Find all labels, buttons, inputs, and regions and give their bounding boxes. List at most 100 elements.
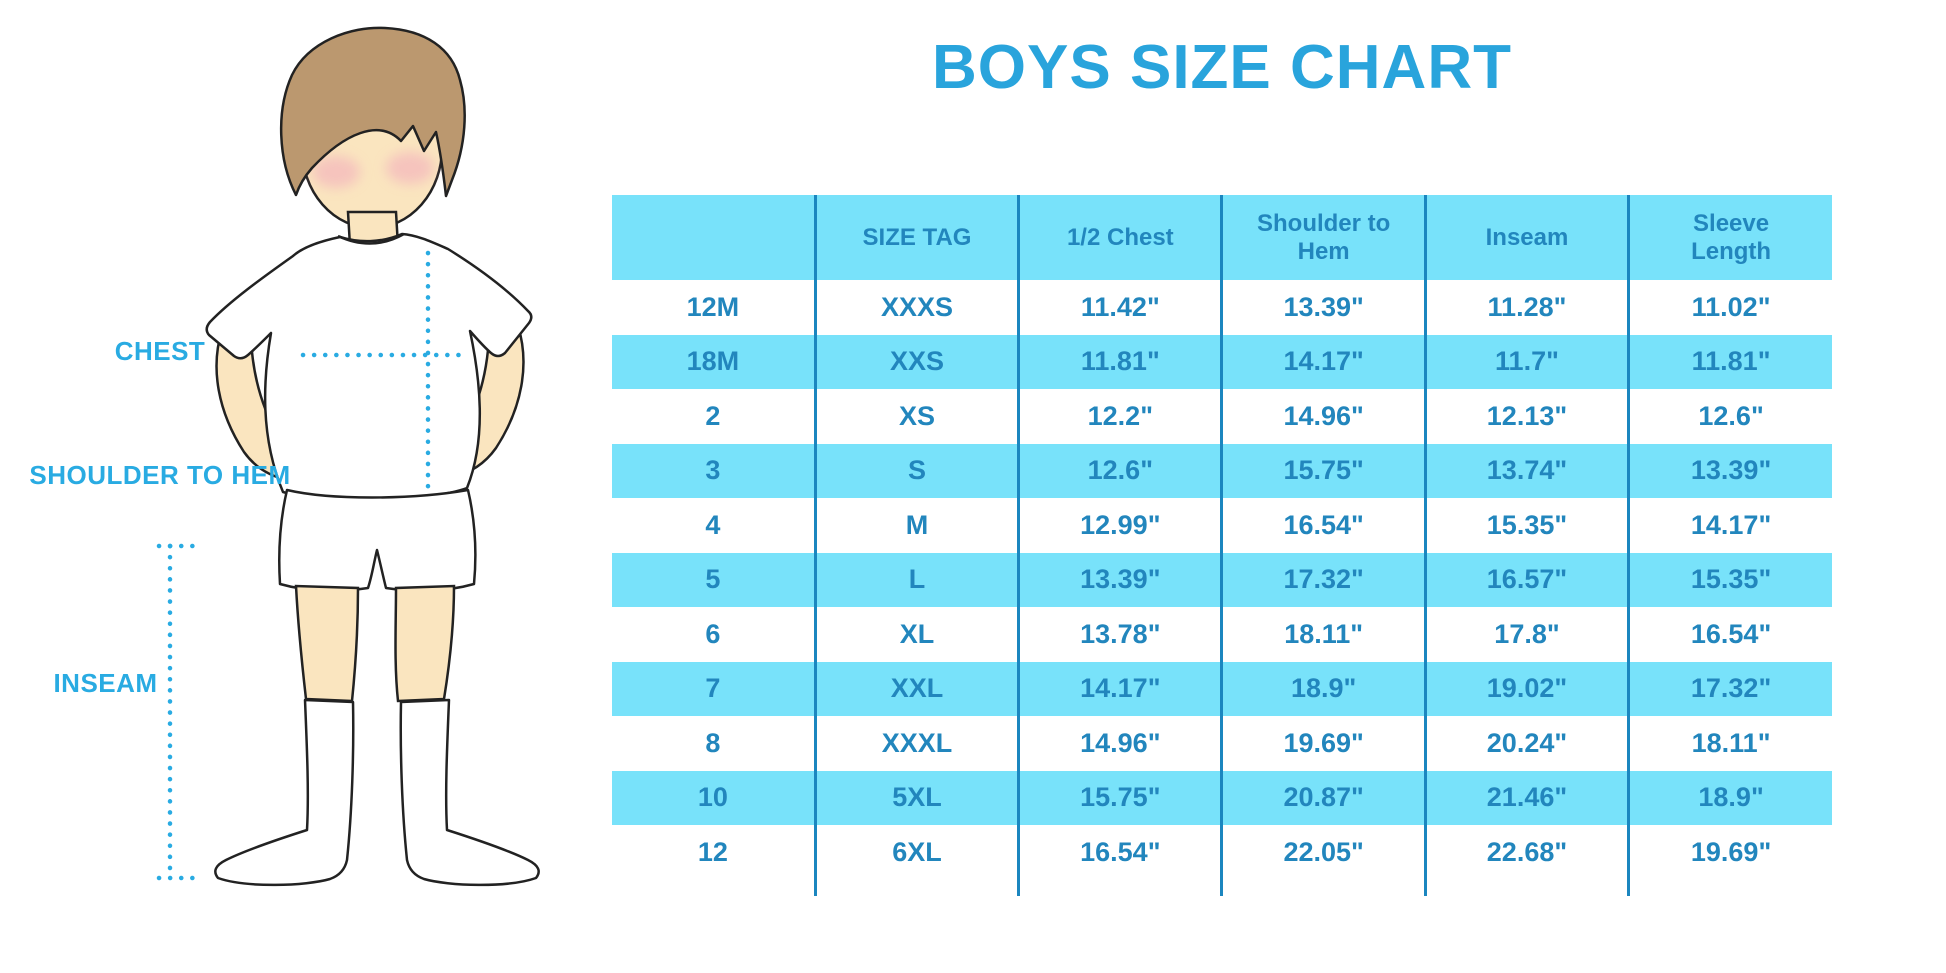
measurement-cell: 15.75" xyxy=(1220,443,1426,498)
boy-shorts xyxy=(278,488,477,592)
measurement-cell: 13.39" xyxy=(1017,552,1222,607)
measurement-cell: XXXL xyxy=(813,716,1019,771)
column-header: SIZE TAG xyxy=(813,195,1019,280)
spacer-cell xyxy=(813,879,1019,896)
size-row: 12 6XL 16.54" 22.05" 22.68" 19.69" xyxy=(612,825,1832,880)
measurement-cell: 12.99" xyxy=(1017,498,1222,553)
measurement-cell: 11.81" xyxy=(1017,334,1222,389)
measurement-cell: L xyxy=(813,552,1019,607)
empty-header-cell xyxy=(612,195,815,280)
boy-sock-left xyxy=(214,698,355,887)
measurement-cell: 16.57" xyxy=(1423,552,1629,607)
size-table-header: SIZE TAG 1/2 Chest Shoulder to Hem Inseam Sl… xyxy=(612,195,1832,280)
measurement-cell: S xyxy=(813,443,1019,498)
measurement-cell: 20.24" xyxy=(1423,716,1629,771)
size-table-body: 12M XXXS 11.42" 13.39" 11.28" 11.02" 18M XXS 11.… xyxy=(612,280,1832,896)
measurement-cell: 14.17" xyxy=(1220,334,1426,389)
measurement-cell: 13.39" xyxy=(1220,280,1426,335)
size-table: SIZE TAG 1/2 Chest Shoulder to Hem Inseam Sl… xyxy=(612,195,1832,896)
measurement-cell: 18.9" xyxy=(1220,661,1426,716)
size-number-cell: 7 xyxy=(705,673,721,704)
measurement-cell: 20.87" xyxy=(1220,770,1426,825)
measurement-cell: 11.81" xyxy=(1627,334,1832,389)
measurement-cell: 15.75" xyxy=(1017,770,1222,825)
size-number-cell: 12 xyxy=(697,836,728,867)
column-line-extension-row xyxy=(612,879,1832,896)
measurement-cell: 13.39" xyxy=(1627,443,1832,498)
size-number-cell: 5 xyxy=(705,564,721,595)
column-header: Inseam xyxy=(1423,195,1629,280)
boy-illustration xyxy=(156,26,540,887)
size-row: 8 XXXL 14.96" 19.69" 20.24" 18.11" xyxy=(612,716,1832,771)
size-number-cell: 12M xyxy=(686,291,740,322)
measurement-cell: 19.02" xyxy=(1423,661,1629,716)
measurement-guides xyxy=(156,250,465,881)
measurement-cell: XXL xyxy=(813,661,1019,716)
size-number-cell: 18M xyxy=(686,346,740,377)
spacer-cell xyxy=(1423,879,1629,896)
boy-sock-right xyxy=(399,698,540,887)
boy-leg-left xyxy=(294,584,360,703)
size-number-cell: 3 xyxy=(705,455,721,486)
header-row: SIZE TAG 1/2 Chest Shoulder to Hem Inseam Sl… xyxy=(612,195,1832,280)
measurement-cell: XXXS xyxy=(813,280,1019,335)
measurement-cell: 12.2" xyxy=(1017,389,1222,444)
size-number-cell: 4 xyxy=(705,509,721,540)
size-row: 2 XS 12.2" 14.96" 12.13" 12.6" xyxy=(612,389,1832,444)
measurement-cell: 16.54" xyxy=(1017,825,1222,880)
size-row: 5 L 13.39" 17.32" 16.57" 15.35" xyxy=(612,552,1832,607)
measurement-cell: 16.54" xyxy=(1220,498,1426,553)
measurement-cell: 6XL xyxy=(813,825,1019,880)
measurement-cell: 16.54" xyxy=(1627,607,1832,662)
measurement-cell: 14.96" xyxy=(1220,389,1426,444)
spacer-cell xyxy=(1220,879,1426,896)
measurement-cell: 11.02" xyxy=(1627,280,1832,335)
measurement-cell: 14.17" xyxy=(1627,498,1832,553)
measurement-cell: 18.9" xyxy=(1627,770,1832,825)
measurement-cell: 14.17" xyxy=(1017,661,1222,716)
size-row: 12M XXXS 11.42" 13.39" 11.28" 11.02" xyxy=(612,280,1832,335)
size-number-cell: 8 xyxy=(705,727,721,758)
measurement-cell: XS xyxy=(813,389,1019,444)
inseam-label: INSEAM xyxy=(53,668,158,698)
size-number-cell: 6 xyxy=(705,618,721,649)
measurement-cell: 11.7" xyxy=(1423,334,1629,389)
spacer-cell xyxy=(1627,879,1832,896)
measurement-cell: XL xyxy=(813,607,1019,662)
column-header: 1/2 Chest xyxy=(1017,195,1222,280)
measurement-cell: 21.46" xyxy=(1423,770,1629,825)
measurement-cell: 5XL xyxy=(813,770,1019,825)
measurement-cell: 15.35" xyxy=(1627,552,1832,607)
column-header: Sleeve Length xyxy=(1627,195,1832,280)
boy-hair xyxy=(279,26,466,198)
measurement-cell: 18.11" xyxy=(1220,607,1426,662)
size-number-cell: 10 xyxy=(697,782,728,813)
measurement-cell: 15.35" xyxy=(1423,498,1629,553)
measurement-cell: 22.05" xyxy=(1220,825,1426,880)
measurement-cell: 17.8" xyxy=(1423,607,1629,662)
measurement-cell: 13.78" xyxy=(1017,607,1222,662)
measurement-cell: 17.32" xyxy=(1627,661,1832,716)
page-title: BOYS SIZE CHART xyxy=(932,33,1512,102)
size-number-cell: 2 xyxy=(705,400,721,431)
spacer-cell xyxy=(612,880,815,896)
measurement-cell: 19.69" xyxy=(1627,825,1832,880)
chest-label: CHEST xyxy=(114,336,206,366)
measurement-cell: 14.96" xyxy=(1017,716,1222,771)
measurement-cell: 18.11" xyxy=(1627,716,1832,771)
size-row: 6 XL 13.78" 18.11" 17.8" 16.54" xyxy=(612,607,1832,662)
measurement-cell: M xyxy=(813,498,1019,553)
boy-shirt-collar xyxy=(337,232,405,245)
size-row: 7 XXL 14.17" 18.9" 19.02" 17.32" xyxy=(612,661,1832,716)
boy-cheek-right xyxy=(386,152,434,184)
size-row: 10 5XL 15.75" 20.87" 21.46" 18.9" xyxy=(612,770,1832,825)
measurement-cell: 11.42" xyxy=(1017,280,1222,335)
measurement-cell: 12.6" xyxy=(1017,443,1222,498)
measurement-cell: 17.32" xyxy=(1220,552,1426,607)
column-header: Shoulder to Hem xyxy=(1220,195,1426,280)
boy-cheek-left xyxy=(312,156,360,188)
measurement-cell: 11.28" xyxy=(1423,280,1629,335)
measurement-cell: 12.6" xyxy=(1627,389,1832,444)
measurement-cell: 13.74" xyxy=(1423,443,1629,498)
